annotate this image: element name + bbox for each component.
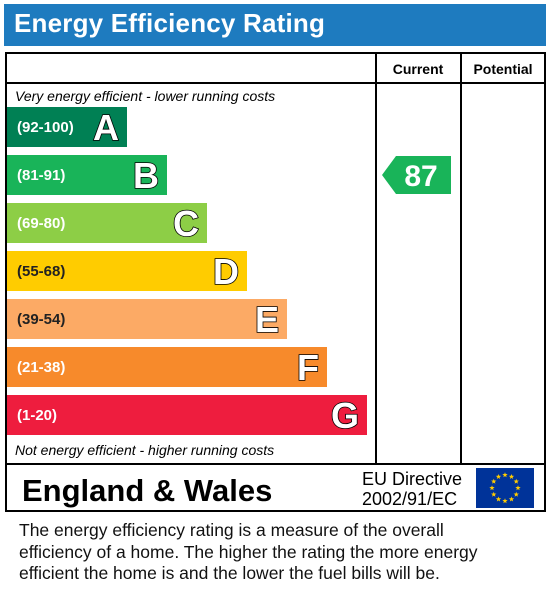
band-letter-a: A [93,107,119,148]
eu-star-icon [515,485,521,491]
band-letter-b: B [133,155,159,196]
eu-star-icon [491,478,497,484]
band-bar-c [7,203,207,243]
current-rating-marker: 87 [382,156,451,194]
eu-star-icon [508,473,515,480]
current-rating-arrow [382,156,451,194]
band-letter-c: C [173,203,199,244]
rating-bands: (92-100) A (81-91) B (69-80) C (55-68) D (39-54)… [7,106,367,437]
band-range-e: (39-54) [17,311,65,328]
band-range-a: (92-100) [17,119,74,136]
band-letter-f: F [297,347,319,388]
band-range-f: (21-38) [17,359,65,376]
eu-star-icon [513,478,519,484]
header-bar: Energy Efficiency Rating [4,4,546,46]
directive-line-2: 2002/91/EC [362,489,457,509]
top-note: Very energy efficient - lower running co… [15,88,275,104]
band-bar-f [7,347,327,387]
band-bar-b [7,155,167,195]
energy-rating-chart: Current Potential Very energy efficient … [5,52,546,512]
eu-star-icon [502,498,508,504]
band-bar-a [7,107,127,147]
page-title: Energy Efficiency Rating [14,8,326,38]
eu-star-icon [495,496,502,502]
chart-frame [5,52,546,512]
bottom-note: Not energy efficient - higher running co… [15,442,274,458]
band-bar-d [7,251,247,291]
band-bar-g [7,395,367,435]
eu-star-icon [502,472,508,478]
band-range-c: (69-80) [17,215,65,232]
eu-star-icon [491,491,497,497]
current-rating-value: 87 [404,160,437,193]
region-label: England & Wales [22,473,272,508]
band-letter-e: E [255,299,279,340]
band-bar-e [7,299,287,339]
band-range-g: (1-20) [17,407,57,424]
eu-star-icon [489,485,495,491]
column-header-current: Current [393,61,444,77]
eu-flag-icon [476,468,534,508]
band-range-b: (81-91) [17,167,65,184]
band-letter-g: G [331,395,359,436]
eu-star-icon [513,491,519,497]
band-range-d: (55-68) [17,263,65,280]
column-header-potential: Potential [473,61,532,77]
directive-line-1: EU Directive [362,469,462,489]
band-letter-d: D [213,251,239,292]
eu-star-icon [508,496,515,502]
description-text: The energy efficiency rating is a measur… [19,520,478,583]
eu-star-icon [495,473,502,480]
